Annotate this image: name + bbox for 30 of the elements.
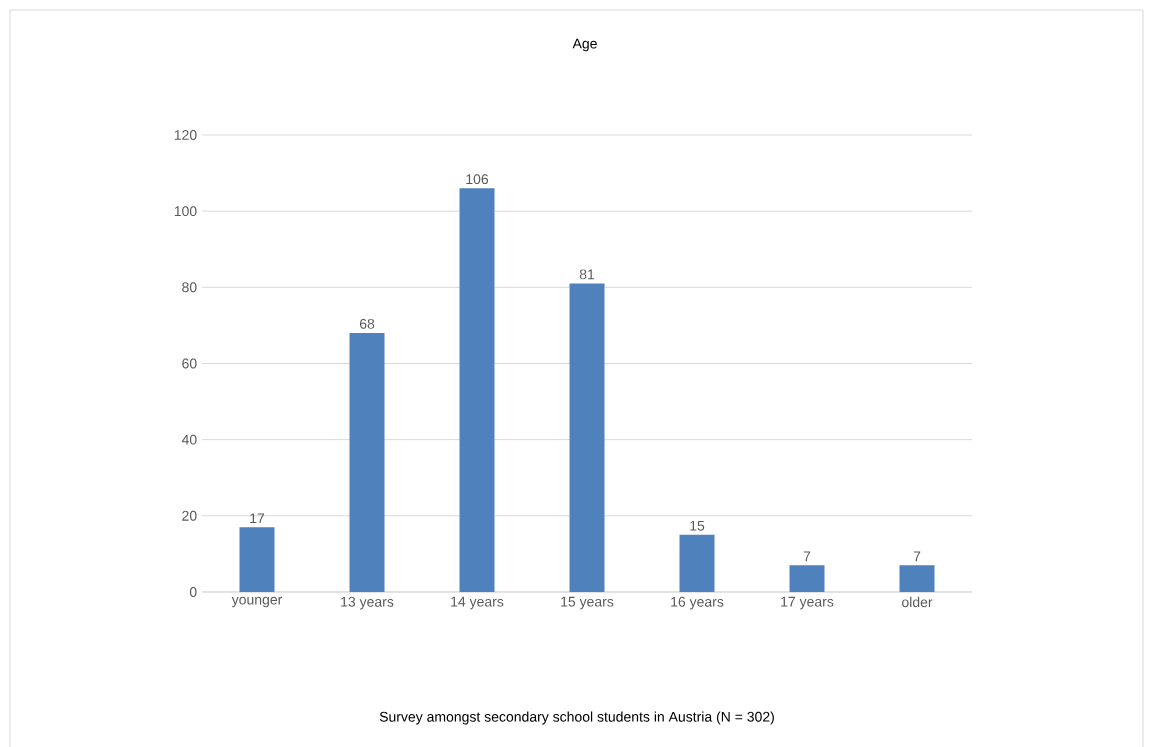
y-tick-label: 100	[174, 206, 197, 217]
y-tick-label: 0	[189, 587, 197, 597]
data-label: 17	[250, 513, 265, 524]
bar	[349, 333, 385, 592]
x-tick-label: 14 years	[451, 596, 504, 610]
y-tick-label: 80	[182, 282, 197, 293]
x-tick-label: 13 years	[341, 596, 394, 610]
y-tick-label: 40	[181, 434, 197, 445]
bar	[899, 565, 935, 592]
chart-title: Age	[572, 38, 597, 52]
y-tick-label: 120	[174, 130, 197, 140]
data-label: 106	[466, 174, 489, 185]
data-label: 15	[690, 520, 705, 531]
x-tick-label: younger	[231, 596, 283, 608]
x-tick-label: 16 years	[671, 596, 724, 610]
text: Survey amongst secondary school students in Austria (N = 302)	[379, 711, 774, 725]
x-tick-label: 17 years	[781, 596, 834, 610]
y-tick-label: 60	[182, 358, 197, 369]
bar	[239, 527, 275, 592]
x-tick-label: 15 years	[561, 596, 614, 610]
bar	[459, 188, 495, 592]
bar	[679, 534, 715, 592]
bar	[569, 283, 605, 592]
data-label: 7	[913, 551, 921, 562]
data-label: 81	[579, 269, 595, 280]
y-tick-label: 20	[182, 510, 197, 521]
bar	[789, 565, 825, 592]
data-label: 7	[803, 551, 811, 562]
x-tick-label: older	[902, 596, 933, 608]
data-label: 68	[359, 318, 375, 329]
